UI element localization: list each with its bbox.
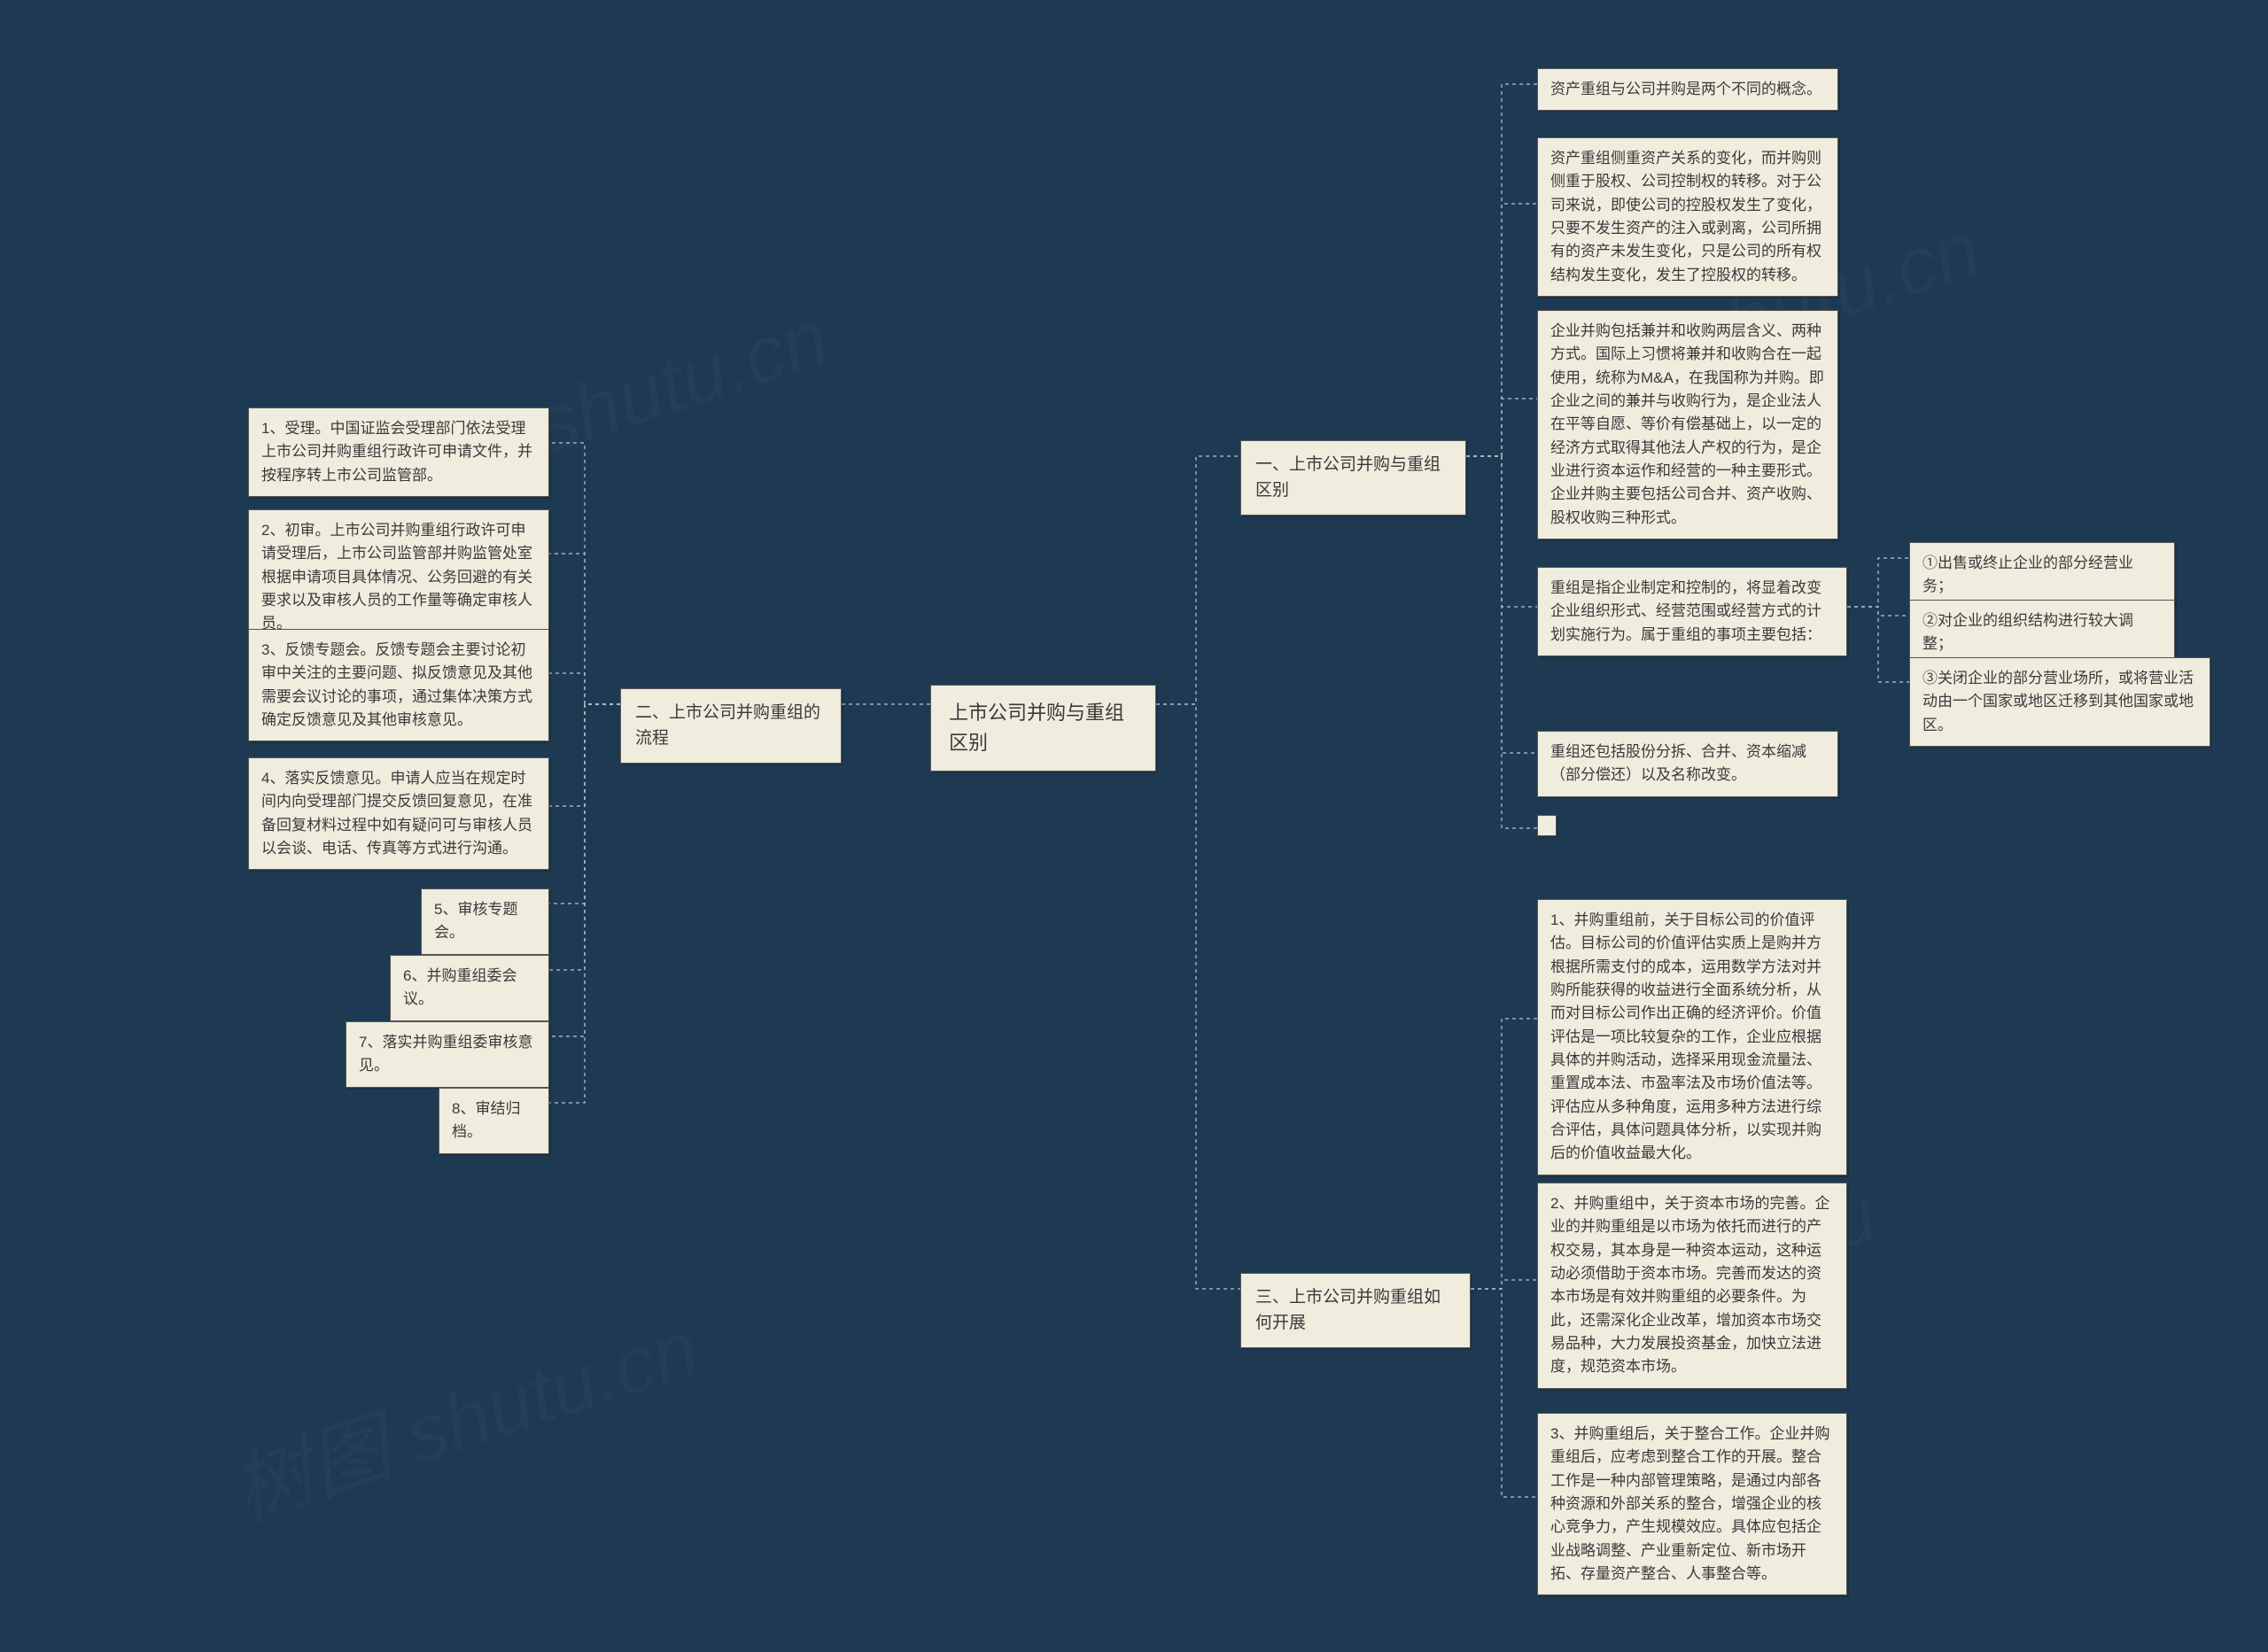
branch-1: 一、上市公司并购与重组区别 <box>1240 440 1466 516</box>
branch-3: 三、上市公司并购重组如何开展 <box>1240 1273 1471 1348</box>
branch-1-sub-2: ②对企业的组织结构进行较大调整； <box>1909 600 2175 666</box>
branch-2-leaf-8: 8、审结归档。 <box>439 1088 549 1154</box>
branch-3-leaf-1: 1、并购重组前，关于目标公司的价值评估。目标公司的价值评估实质上是购并方根据所需… <box>1537 899 1847 1175</box>
root-node: 上市公司并购与重组区别 <box>930 685 1156 772</box>
branch-2: 二、上市公司并购重组的流程 <box>620 688 842 764</box>
branch-2-leaf-6: 6、并购重组委会议。 <box>390 955 549 1021</box>
watermark: shutu.cn <box>524 292 839 472</box>
branch-1-leaf-4: 重组是指企业制定和控制的，将显着改变企业组织形式、经营范围或经营方式的计划实施行… <box>1537 567 1847 656</box>
watermark: 树图 shutu.cn <box>215 1284 711 1542</box>
branch-1-leaf-1: 资产重组与公司并购是两个不同的概念。 <box>1537 68 1838 111</box>
branch-1-leaf-3: 企业并购包括兼并和收购两层含义、两种方式。国际上习惯将兼并和收购合在一起使用，统… <box>1537 310 1838 539</box>
branch-1-sub-3: ③关闭企业的部分营业场所，或将营业活动由一个国家或地区迁移到其他国家或地区。 <box>1909 657 2210 747</box>
branch-2-leaf-2: 2、初审。上市公司并购重组行政许可申请受理后，上市公司监管部并购监管处室根据申请… <box>248 509 549 646</box>
branch-2-leaf-4: 4、落实反馈意见。申请人应当在规定时间内向受理部门提交反馈回复意见，在准备回复材… <box>248 757 549 870</box>
branch-2-leaf-5: 5、审核专题会。 <box>421 888 549 955</box>
branch-2-leaf-7: 7、落实并购重组委审核意见。 <box>346 1021 549 1088</box>
branch-3-leaf-2: 2、并购重组中，关于资本市场的完善。企业的并购重组是以市场为依托而进行的产权交易… <box>1537 1183 1847 1389</box>
branch-1-sub-1: ①出售或终止企业的部分经营业务； <box>1909 542 2175 609</box>
branch-1-leaf-2: 资产重组侧重资产关系的变化，而并购则侧重于股权、公司控制权的转移。对于公司来说，… <box>1537 137 1838 297</box>
branch-3-leaf-3: 3、并购重组后，关于整合工作。企业并购重组后，应考虑到整合工作的开展。整合工作是… <box>1537 1413 1847 1595</box>
branch-2-leaf-3: 3、反馈专题会。反馈专题会主要讨论初审中关注的主要问题、拟反馈意见及其他需要会议… <box>248 629 549 741</box>
branch-1-leaf-6 <box>1537 815 1557 836</box>
branch-2-leaf-1: 1、受理。中国证监会受理部门依法受理上市公司并购重组行政许可申请文件，并按程序转… <box>248 407 549 497</box>
branch-1-leaf-5: 重组还包括股份分拆、合并、资本缩减（部分偿还）以及名称改变。 <box>1537 731 1838 797</box>
